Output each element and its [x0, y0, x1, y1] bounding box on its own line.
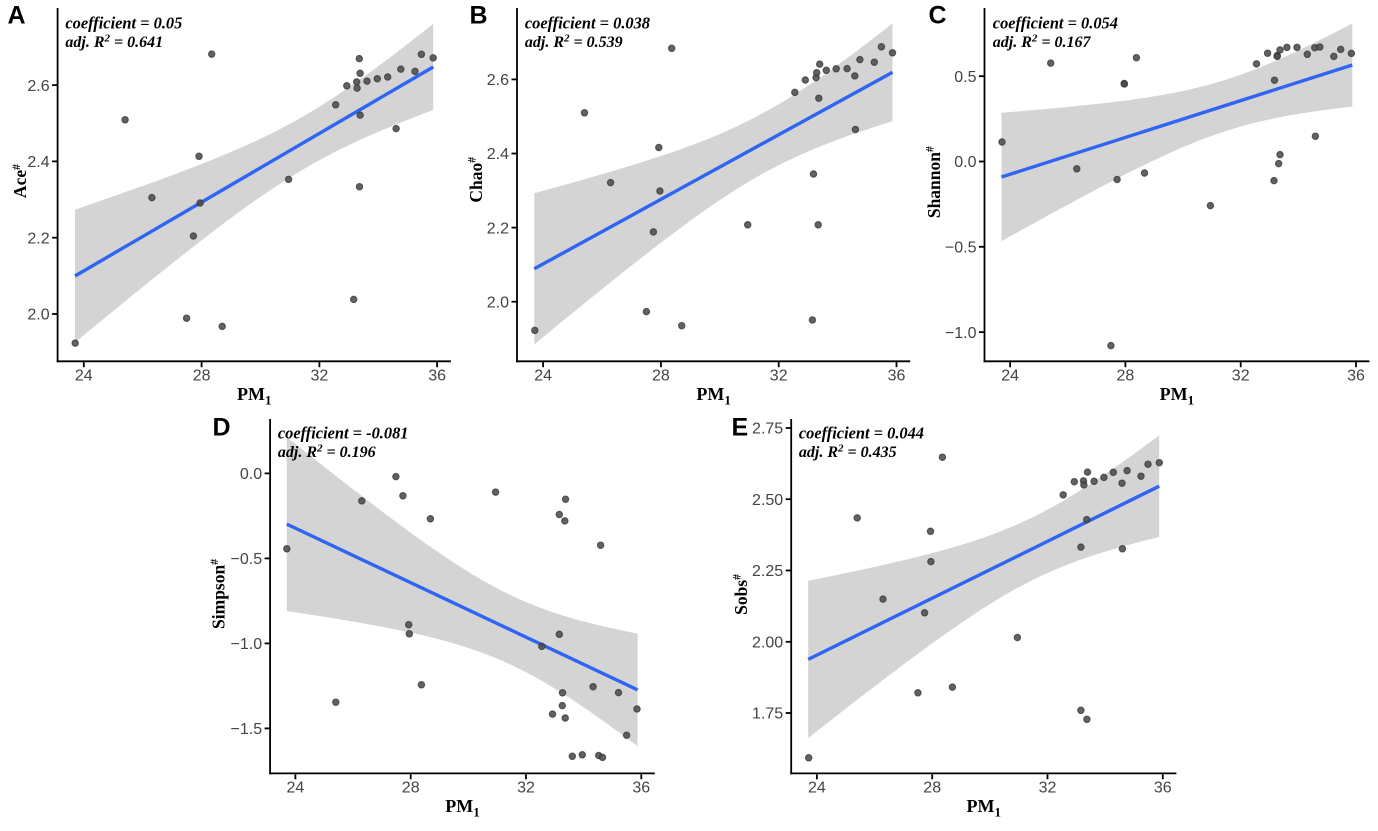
- svg-text:−0.5: −0.5: [231, 551, 263, 568]
- svg-text:−0.5: −0.5: [945, 240, 977, 257]
- svg-text:36: 36: [888, 368, 906, 385]
- svg-text:32: 32: [770, 368, 788, 385]
- svg-text:36: 36: [632, 780, 650, 797]
- svg-text:28: 28: [402, 780, 420, 797]
- svg-text:coefficient = 0.05: coefficient = 0.05: [65, 13, 182, 32]
- svg-text:D: D: [213, 413, 231, 441]
- svg-text:coefficient = -0.081: coefficient = -0.081: [278, 424, 409, 443]
- svg-text:B: B: [470, 2, 488, 30]
- svg-text:2.2: 2.2: [487, 220, 509, 237]
- svg-text:28: 28: [193, 368, 211, 385]
- svg-text:0.0: 0.0: [954, 154, 976, 171]
- svg-text:36: 36: [1154, 780, 1172, 797]
- svg-text:24: 24: [75, 368, 93, 385]
- svg-text:−1.0: −1.0: [231, 636, 263, 653]
- svg-text:28: 28: [652, 368, 670, 385]
- svg-text:0.0: 0.0: [240, 466, 262, 483]
- svg-text:1.75: 1.75: [752, 706, 783, 723]
- svg-text:PM1: PM1: [1160, 384, 1194, 408]
- svg-text:coefficient = 0.054: coefficient = 0.054: [993, 13, 1118, 32]
- svg-text:32: 32: [517, 780, 535, 797]
- svg-text:2.25: 2.25: [752, 563, 783, 580]
- svg-text:2.00: 2.00: [752, 635, 783, 652]
- svg-text:2.0: 2.0: [27, 307, 49, 324]
- svg-text:coefficient = 0.044: coefficient = 0.044: [799, 424, 924, 443]
- svg-text:24: 24: [534, 368, 552, 385]
- svg-text:−1.5: −1.5: [231, 721, 263, 738]
- svg-text:32: 32: [311, 368, 329, 385]
- svg-text:Sobs#: Sobs#: [731, 574, 751, 615]
- svg-text:PM1: PM1: [696, 384, 730, 408]
- svg-text:Shannon#: Shannon#: [924, 146, 944, 218]
- svg-text:adj. R2 = 0.641: adj. R2 = 0.641: [65, 32, 163, 51]
- svg-text:adj. R2 = 0.435: adj. R2 = 0.435: [799, 443, 897, 462]
- svg-text:2.4: 2.4: [487, 146, 509, 163]
- svg-text:Ace#: Ace#: [10, 164, 30, 198]
- svg-text:adj. R2 = 0.167: adj. R2 = 0.167: [993, 32, 1092, 51]
- svg-text:adj. R2 = 0.539: adj. R2 = 0.539: [525, 32, 623, 51]
- svg-text:24: 24: [808, 780, 826, 797]
- svg-text:2.50: 2.50: [752, 492, 783, 509]
- svg-text:36: 36: [1347, 368, 1365, 385]
- svg-text:Chao#: Chao#: [466, 157, 486, 203]
- svg-text:32: 32: [1039, 780, 1057, 797]
- svg-text:32: 32: [1232, 368, 1250, 385]
- svg-text:coefficient = 0.038: coefficient = 0.038: [525, 13, 650, 32]
- svg-text:2.6: 2.6: [487, 72, 509, 89]
- svg-text:PM1: PM1: [237, 384, 271, 408]
- svg-text:2.6: 2.6: [27, 78, 49, 95]
- svg-text:24: 24: [1001, 368, 1019, 385]
- svg-text:28: 28: [1117, 368, 1135, 385]
- svg-text:A: A: [8, 2, 26, 30]
- svg-text:E: E: [732, 413, 749, 441]
- svg-text:24: 24: [287, 780, 305, 797]
- svg-text:36: 36: [428, 368, 446, 385]
- svg-text:C: C: [929, 2, 947, 30]
- svg-text:−1.0: −1.0: [945, 325, 977, 342]
- svg-text:PM1: PM1: [445, 796, 479, 820]
- svg-text:2.75: 2.75: [752, 421, 783, 438]
- svg-text:2.2: 2.2: [27, 230, 49, 247]
- svg-text:PM1: PM1: [967, 796, 1001, 820]
- svg-text:28: 28: [923, 780, 941, 797]
- svg-text:2.4: 2.4: [27, 154, 49, 171]
- svg-text:0.5: 0.5: [954, 69, 976, 86]
- svg-text:Simpson#: Simpson#: [209, 559, 229, 629]
- svg-text:adj. R2 = 0.196: adj. R2 = 0.196: [278, 443, 376, 462]
- svg-text:2.0: 2.0: [487, 294, 509, 311]
